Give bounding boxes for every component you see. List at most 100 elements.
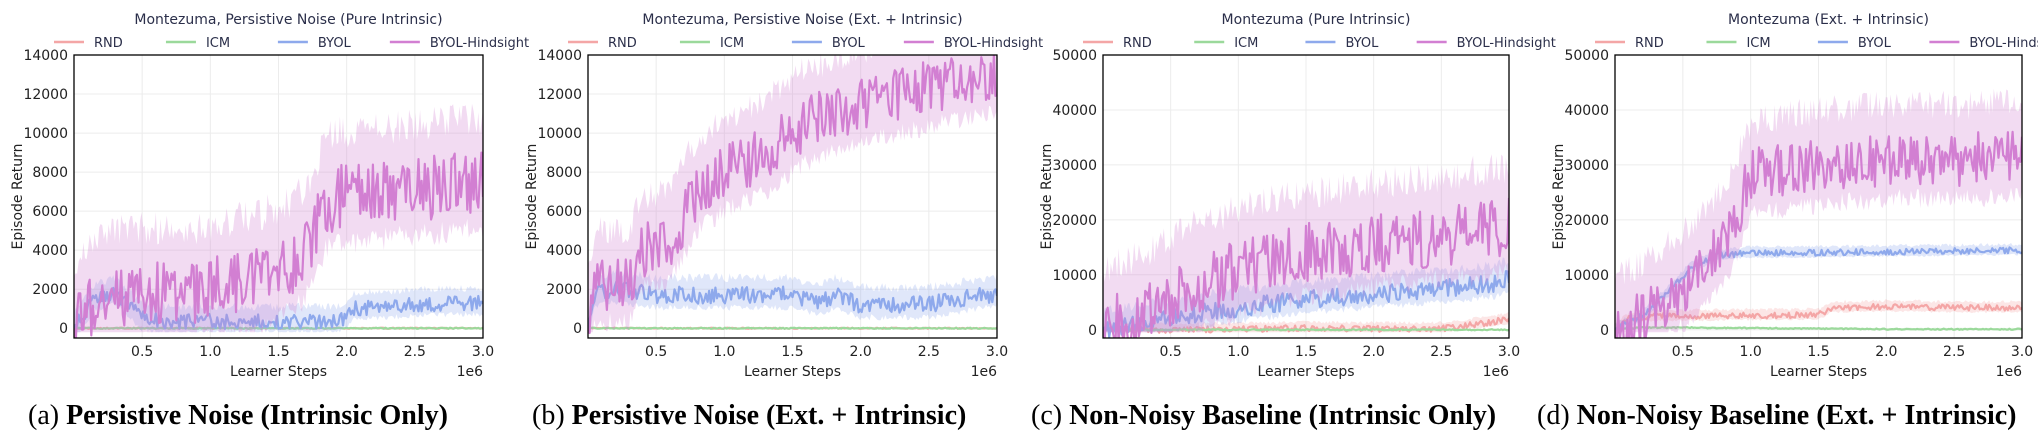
plot-frame — [587, 54, 998, 339]
y-tick-label: 50000 — [1052, 48, 1097, 64]
x-tick-label: 1.5 — [1807, 344, 1829, 360]
y-tick-label: 2000 — [32, 282, 68, 298]
legend-label-icm: ICM — [1234, 36, 1258, 51]
chart-title: Montezuma, Persistive Noise (Ext. + Intr… — [642, 12, 962, 28]
plot-frame — [1614, 54, 2023, 339]
y-tick-label: 8000 — [546, 165, 582, 181]
series-band-rnd — [1103, 311, 1509, 333]
caption-prefix: (d) — [1537, 400, 1570, 431]
y-axis-label: Episode Return — [1551, 144, 1567, 250]
y-tick-label: 6000 — [32, 204, 68, 220]
series-line-byol-hindsight — [1615, 130, 2022, 338]
y-tick-label: 0 — [59, 321, 68, 337]
legend-label-byol-hindsight: BYOL-Hindsight — [1457, 36, 1556, 51]
x-tick-label: 1.5 — [267, 344, 289, 360]
legend-label-icm: ICM — [206, 36, 230, 51]
x-tick-label: 1.0 — [1740, 344, 1762, 360]
x-tick-label: 3.0 — [472, 344, 494, 360]
chart-panel-1: Montezuma, Persistive Noise (Pure Intrin… — [10, 12, 529, 380]
y-axis-label: Episode Return — [10, 144, 26, 250]
y-tick-label: 0 — [1600, 323, 1609, 339]
y-axis-label: Episode Return — [1039, 144, 1055, 250]
plot-area — [74, 103, 483, 338]
y-tick-label: 14000 — [23, 48, 68, 64]
legend-label-byol-hindsight: BYOL-Hindsight — [430, 36, 529, 51]
series-line-byol — [74, 286, 483, 330]
plot-area — [1103, 154, 1509, 338]
x-tick-label: 2.5 — [918, 344, 940, 360]
y-tick-label: 4000 — [32, 243, 68, 259]
plot-frame — [1102, 54, 1510, 339]
caption-prefix: (c) — [1031, 400, 1063, 431]
x-tick-label: 1.0 — [1227, 344, 1249, 360]
series-line-byol-hindsight — [588, 55, 997, 335]
legend-label-icm: ICM — [720, 36, 744, 51]
y-tick-label: 12000 — [23, 87, 68, 103]
series-band-byol — [588, 268, 997, 333]
x-tick-label: 1.5 — [781, 344, 803, 360]
series-band-byol-hindsight — [588, 55, 997, 333]
legend-label-rnd: RND — [1123, 36, 1152, 51]
legend-label-rnd: RND — [94, 36, 123, 51]
y-tick-label: 10000 — [1052, 268, 1097, 284]
x-axis-multiplier: 1e6 — [971, 364, 998, 380]
y-tick-label: 20000 — [1052, 213, 1097, 229]
x-tick-label: 1.0 — [199, 344, 221, 360]
caption-title: Non-Noisy Baseline (Ext. + Intrinsic) — [1576, 400, 2017, 431]
x-tick-label: 2.0 — [1363, 344, 1385, 360]
caption-title: Persistive Noise (Ext. + Intrinsic) — [571, 400, 967, 431]
y-tick-label: 30000 — [1052, 158, 1097, 174]
panel-caption-1: (a) Persistive Noise (Intrinsic Only) — [28, 400, 448, 432]
x-tick-label: 0.5 — [1672, 344, 1694, 360]
plot-area — [588, 55, 997, 335]
y-tick-label: 10000 — [23, 126, 68, 142]
x-tick-label: 2.5 — [404, 344, 426, 360]
legend-label-byol: BYOL — [1858, 36, 1892, 51]
series-line-byol — [588, 280, 997, 329]
series-line-icm — [588, 326, 997, 330]
series-band-byol-hindsight — [74, 103, 483, 333]
chart-title: Montezuma, Persistive Noise (Pure Intrin… — [134, 12, 442, 28]
series-line-rnd — [1615, 303, 2022, 331]
panel-caption-2: (b) Persistive Noise (Ext. + Intrinsic) — [532, 400, 966, 432]
series-band-byol-hindsight — [1615, 88, 2022, 333]
y-tick-label: 8000 — [32, 165, 68, 181]
series-line-icm — [1103, 328, 1509, 332]
x-axis-label: Learner Steps — [1770, 364, 1867, 380]
chart-panel-3: Montezuma (Pure Intrinsic) RND ICM BYOL BYOL… — [1039, 12, 1556, 380]
x-tick-label: 3.0 — [2011, 344, 2033, 360]
y-tick-label: 14000 — [537, 48, 582, 64]
x-axis-multiplier: 1e6 — [1996, 364, 2023, 380]
series-line-byol-hindsight — [74, 151, 483, 338]
series-line-icm — [1615, 325, 2022, 331]
x-tick-label: 2.5 — [1943, 344, 1965, 360]
legend-label-byol: BYOL — [832, 36, 866, 51]
x-tick-label: 3.0 — [1498, 344, 1520, 360]
x-tick-label: 0.5 — [1160, 344, 1182, 360]
x-tick-label: 2.0 — [1875, 344, 1897, 360]
legend-label-rnd: RND — [608, 36, 637, 51]
x-axis-label: Learner Steps — [230, 364, 327, 380]
legend-label-rnd: RND — [1635, 36, 1664, 51]
y-tick-label: 20000 — [1564, 213, 1609, 229]
caption-title: Non-Noisy Baseline (Intrinsic Only) — [1069, 400, 1497, 431]
y-tick-label: 0 — [573, 321, 582, 337]
y-tick-label: 10000 — [537, 126, 582, 142]
series-line-byol — [1615, 246, 2022, 331]
x-axis-label: Learner Steps — [1257, 364, 1354, 380]
plot-area — [1615, 88, 2022, 338]
x-axis-multiplier: 1e6 — [457, 364, 484, 380]
x-tick-label: 2.0 — [336, 344, 358, 360]
chart-title: Montezuma (Ext. + Intrinsic) — [1728, 12, 1929, 28]
y-tick-label: 30000 — [1564, 158, 1609, 174]
plot-frame — [73, 54, 484, 339]
caption-prefix: (a) — [28, 400, 60, 431]
x-tick-label: 0.5 — [131, 344, 153, 360]
chart-panel-2: Montezuma, Persistive Noise (Ext. + Intr… — [524, 12, 1043, 380]
x-axis-label: Learner Steps — [744, 364, 841, 380]
y-tick-label: 40000 — [1052, 103, 1097, 119]
legend-label-byol: BYOL — [1345, 36, 1379, 51]
x-tick-label: 1.5 — [1295, 344, 1317, 360]
y-axis-label: Episode Return — [524, 144, 540, 250]
